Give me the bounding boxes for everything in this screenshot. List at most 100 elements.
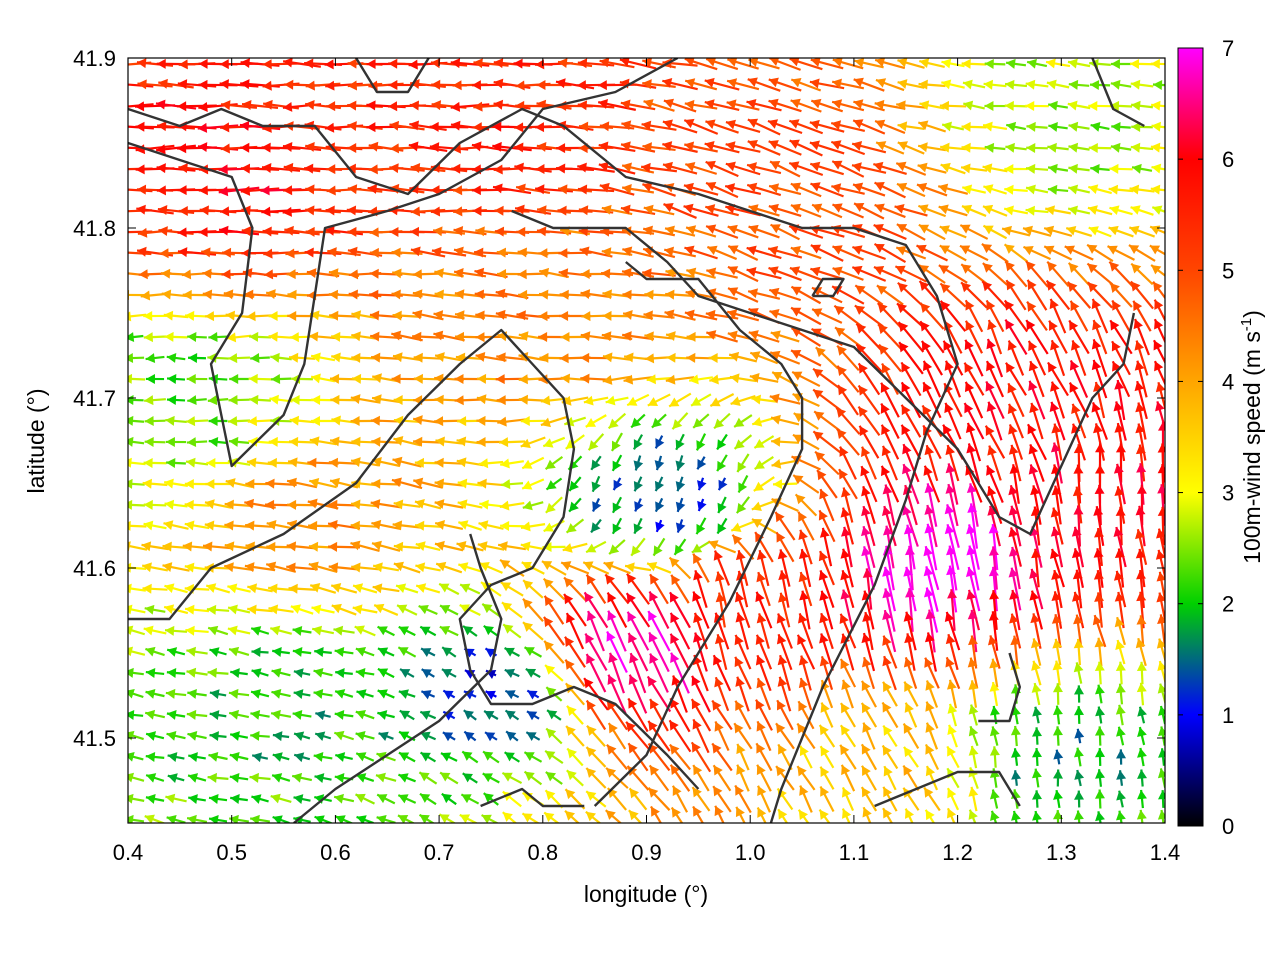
wind-vector-arrow [1131, 163, 1153, 174]
wind-vector-arrow [878, 343, 902, 373]
wind-vector-arrow [1135, 423, 1147, 461]
wind-vector-arrow [1157, 726, 1165, 746]
wind-vector-arrow [292, 647, 312, 657]
wind-vector-arrow [814, 450, 840, 476]
wind-vector-arrow [413, 352, 443, 363]
wind-vector-arrow [620, 204, 656, 216]
wind-vector-arrow [439, 771, 459, 785]
wind-vector-arrow [1074, 706, 1085, 724]
wind-vector-arrow [627, 632, 649, 672]
wind-vector-arrow [292, 709, 312, 720]
wind-vector-arrow [896, 223, 926, 241]
wind-vector-arrow [626, 393, 650, 407]
wind-vector-arrow [544, 749, 564, 765]
wind-vector-arrow [162, 541, 190, 552]
wind-vector-arrow [187, 730, 207, 741]
wind-vector-arrow [1025, 79, 1049, 90]
wind-vector-arrow [1005, 58, 1027, 69]
wind-vector-arrow [1007, 340, 1025, 376]
wind-vector-arrow [1074, 790, 1085, 808]
wind-vector-arrow [1003, 299, 1029, 333]
wind-vector-arrow [1088, 142, 1112, 153]
wind-vector-arrow [230, 794, 248, 804]
wind-vector-arrow [675, 433, 685, 451]
wind-vector-arrow [819, 766, 835, 790]
wind-vector-arrow [579, 246, 613, 258]
wind-vector-arrow [435, 436, 463, 447]
wind-vector-arrow [261, 163, 301, 174]
wind-vector-arrow [272, 647, 290, 657]
wind-vector-arrow [607, 610, 627, 652]
wind-vector-arrow [228, 646, 250, 657]
wind-vector-arrow [545, 771, 563, 785]
wind-vector-arrow [166, 668, 186, 678]
wind-vector-arrow [790, 77, 822, 92]
wind-vector-arrow [419, 625, 437, 637]
wind-vector-arrow [675, 519, 686, 533]
wind-vector-arrow [1153, 318, 1165, 345]
wind-vector-arrow [261, 142, 301, 153]
wind-vector-arrow [293, 752, 311, 763]
wind-vector-arrow [705, 204, 739, 217]
wind-vector-arrow [456, 540, 484, 552]
wind-vector-arrow [521, 478, 545, 490]
wind-vector-arrow [177, 79, 217, 90]
wind-vector-arrow [398, 689, 416, 699]
wind-vector-arrow [835, 407, 861, 435]
wind-vector-arrow [450, 101, 490, 112]
wind-vector-arrow [134, 101, 176, 112]
wind-vector-arrow [963, 402, 985, 440]
wind-vector-arrow [1005, 362, 1027, 396]
wind-vector-arrow [249, 772, 271, 783]
wind-vector-arrow [514, 142, 552, 153]
wind-vector-arrow [376, 793, 396, 805]
wind-vector-arrow [735, 496, 751, 514]
wind-vector-arrow [769, 58, 801, 71]
wind-vector-arrow [315, 710, 331, 721]
wind-vector-arrow [420, 690, 436, 700]
wind-vector-arrow [128, 415, 145, 426]
wind-vector-arrow [1091, 338, 1108, 378]
wind-vector-arrow [289, 332, 315, 343]
wind-vector-arrow [520, 521, 546, 532]
wind-vector-arrow [862, 806, 872, 823]
wind-vector-arrow [164, 499, 188, 510]
wind-vector-arrow [630, 537, 646, 557]
wind-vector-arrow [1069, 359, 1089, 399]
wind-vector-arrow [684, 245, 718, 260]
wind-vector-arrow [983, 79, 1007, 90]
wind-vector-arrow [671, 412, 689, 430]
wind-vector-arrow [1046, 260, 1070, 288]
wind-vector-arrow [1157, 683, 1165, 705]
wind-vector-arrow [1031, 682, 1042, 706]
wind-vector-arrow [350, 520, 380, 531]
wind-vector-arrow [1064, 245, 1094, 261]
wind-vector-arrow [184, 478, 210, 489]
wind-vector-arrow [1093, 505, 1105, 547]
wind-vector-arrow [1069, 300, 1089, 332]
wind-vector-arrow [587, 433, 605, 451]
wind-vector-arrow [539, 267, 569, 279]
wind-vector-arrow [852, 119, 886, 135]
wind-vector-arrow [496, 352, 528, 363]
wind-vector-arrow [895, 161, 927, 176]
wind-vector-arrow [854, 58, 884, 69]
wind-vector-arrow [924, 809, 936, 823]
wind-vector-arrow [350, 499, 380, 510]
wind-vector-arrow [522, 579, 544, 599]
wind-vector-arrow [145, 731, 165, 741]
wind-vector-arrow [458, 520, 482, 531]
wind-vector-arrow [799, 745, 813, 769]
wind-vector-arrow [584, 633, 608, 671]
wind-vector-arrow [165, 688, 187, 699]
wind-vector-arrow [809, 119, 845, 133]
wind-vector-arrow [1032, 790, 1043, 808]
wind-vector-arrow [876, 284, 904, 306]
wind-vector-arrow [187, 395, 207, 406]
wind-vector-arrow [1131, 121, 1153, 132]
wind-vector-arrow [747, 77, 781, 92]
wind-vector-arrow [1129, 58, 1155, 69]
wind-vector-arrow [166, 647, 186, 657]
wind-vector-arrow [727, 244, 759, 262]
wind-vector-arrow [355, 793, 375, 805]
